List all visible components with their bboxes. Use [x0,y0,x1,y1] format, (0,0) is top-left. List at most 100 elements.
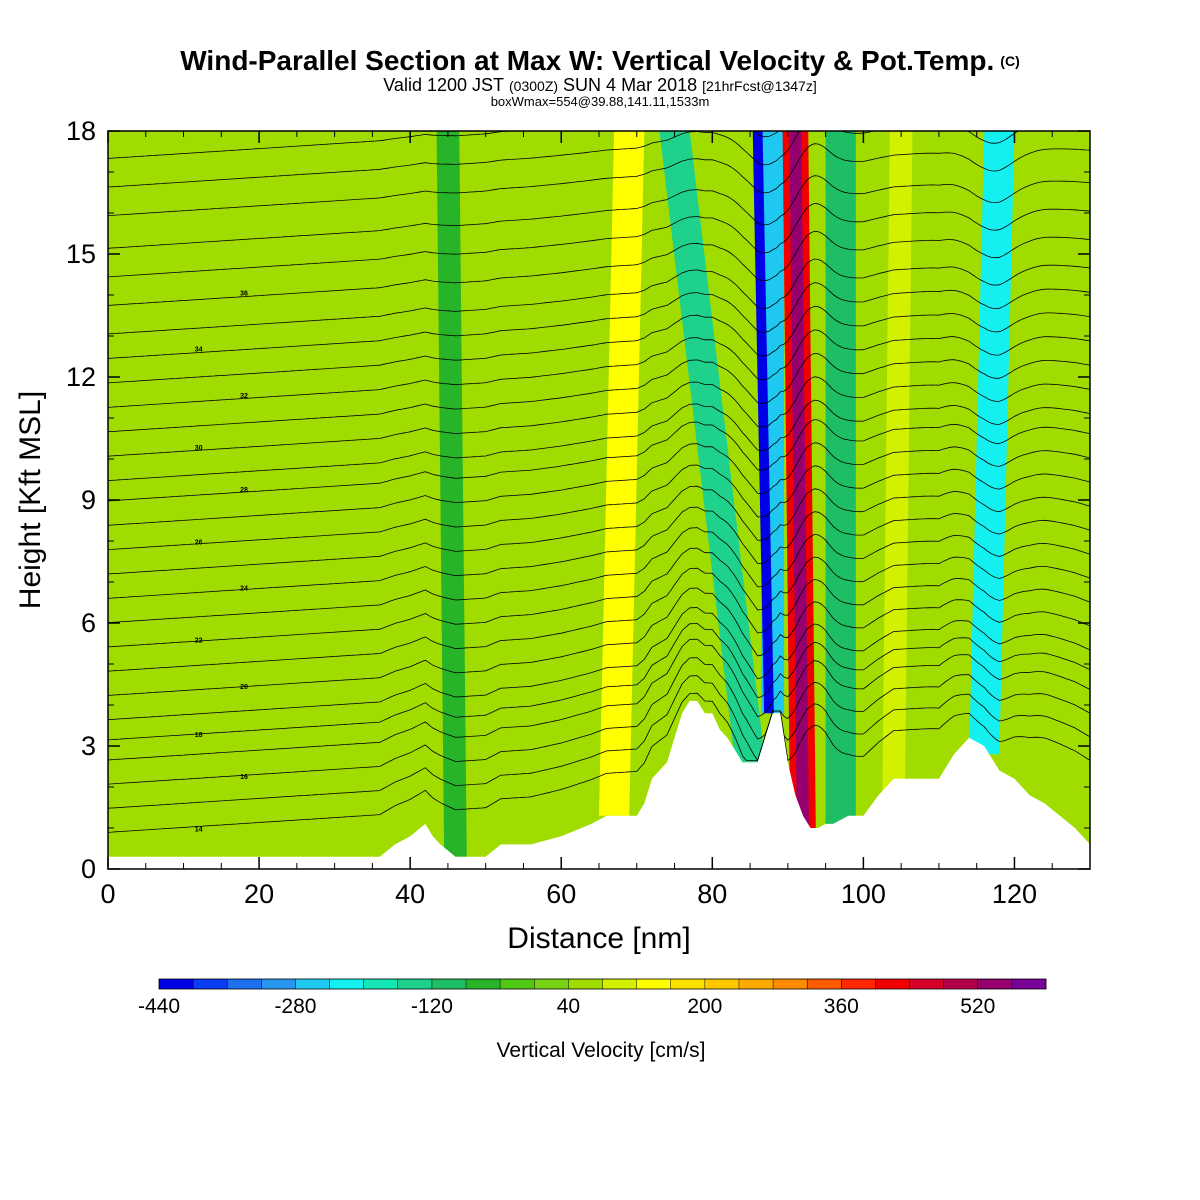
colorbar-label: Vertical Velocity [cm/s] [497,1039,706,1062]
isentrope-line [108,464,1090,550]
colorbar-tick-label: -120 [411,995,453,1018]
isentrope-line [108,175,1090,249]
y-tick-label: 12 [66,362,96,392]
terrain-mask [108,700,1090,869]
isentrope-line [108,258,1090,335]
isentrope-line [108,329,1090,408]
x-tick-label: 20 [244,879,274,909]
x-axis: 0 20 40 60 80 100 120 [100,131,1091,909]
isentrope-line [108,607,1090,721]
x-tick-label: 60 [546,879,576,909]
w-streak-6 [825,131,856,824]
colorbar-swatch [329,979,364,989]
y-tick-label: 0 [81,854,96,884]
y-axis-label: Height [Kft MSL] [14,391,47,609]
colorbar-swatch [431,979,467,989]
isentrope-label: 18 [195,732,203,739]
isentrope-label: 32 [240,393,248,400]
w-background-field [108,131,1090,869]
isentrope-line [108,506,1090,599]
isentrope-label: 26 [195,539,203,546]
colorbar-swatch [568,979,603,989]
isentrope-line [108,442,1090,526]
y-tick-label: 3 [81,731,96,761]
isentrope-line [108,567,1090,672]
isentrope-label: 22 [195,638,203,645]
isentrope-line [108,143,1090,216]
colorbar-swatch [909,979,944,989]
colorbar-swatch [602,979,637,989]
isentrope-line [108,485,1090,575]
isentrope-line [108,419,1090,502]
isentrope-line [108,282,1090,359]
colorbar-swatch [773,979,808,989]
box-info: boxWmax=554@39.88,141.11,1533m [491,94,710,109]
isentrope-label: 28 [240,487,248,494]
isentrope-line [108,376,1090,457]
x-tick-label: 0 [100,879,115,909]
chart-title: Wind-Parallel Section at Max W: Vertical… [180,45,1019,76]
colorbar-swatch [363,979,399,989]
isentrope-line [108,638,1090,761]
isentrope-line [108,527,1090,623]
colorbar-swatch [841,979,876,989]
isentrope-line [108,587,1090,696]
isentrope-line [108,547,1090,648]
colorbar-tick-label: 520 [960,995,995,1018]
w-streak-9 [436,131,467,857]
isentrope-label: 34 [195,347,203,354]
chart-subtitle: Valid 1200 JST (0300Z) SUN 4 Mar 2018 [21hr… [383,75,816,95]
isentrope-line [108,692,1090,833]
colorbar-swatch [261,979,296,989]
isentrope-line [108,352,1090,433]
colorbar-tick-label: 360 [824,995,859,1018]
x-tick-label: 80 [697,879,727,909]
y-tick-label: 6 [81,608,96,638]
y-tick-label: 9 [81,485,96,515]
colorbar-tick-label: 40 [557,995,580,1018]
colorbar-swatch [193,979,228,989]
colorbar-swatch [636,979,672,989]
colorbar-tick-label: 200 [687,995,722,1018]
colorbar-swatch [534,979,569,989]
isentrope-line [108,622,1090,741]
w-streak-3 [752,131,774,714]
colorbar-tick-label: -280 [274,995,316,1018]
isentrope-line [108,675,1090,809]
x-axis-label: Distance [nm] [507,922,690,955]
w-streak-5 [789,131,809,828]
colorbar-swatch [704,979,740,989]
colorbar-swatch [1011,979,1047,989]
colorbar-swatch [397,979,433,989]
x-tick-label: 120 [992,879,1037,909]
colorbar-swatch [295,979,330,989]
isentrope-line [108,131,779,159]
colorbar: -440 -280 -120 40 200 360 520 [138,978,1047,1018]
colorbar-swatch [466,979,501,989]
colorbar-swatch [227,979,262,989]
w-streak-7 [882,131,913,796]
plot-area: 14 16 18 20 22 24 26 28 30 32 34 36 [108,131,1090,869]
colorbar-swatch [943,979,979,989]
y-tick-label: 15 [66,239,96,269]
colorbar-swatch [807,979,842,989]
isentrope-label: 14 [195,826,203,833]
isentrope-line [108,657,1090,785]
isentrope-line [108,131,1019,188]
isentrope-label: 24 [240,586,248,593]
y-tick-label: 18 [66,116,96,146]
isentrope-label: 36 [240,290,248,297]
colorbar-swatch [670,979,706,989]
isentrope-label: 30 [195,445,203,452]
colorbar-swatch [875,979,910,989]
isentrope-label: 16 [240,774,248,781]
colorbar-swatch [977,979,1013,989]
potential-temperature-contours: 14 16 18 20 22 24 26 28 30 32 34 36 [108,131,1090,833]
colorbar-tick-label: -440 [138,995,180,1018]
x-tick-label: 100 [841,879,886,909]
x-tick-label: 40 [395,879,425,909]
isentrope-label: 20 [240,684,248,691]
isentrope-line [108,203,1090,278]
